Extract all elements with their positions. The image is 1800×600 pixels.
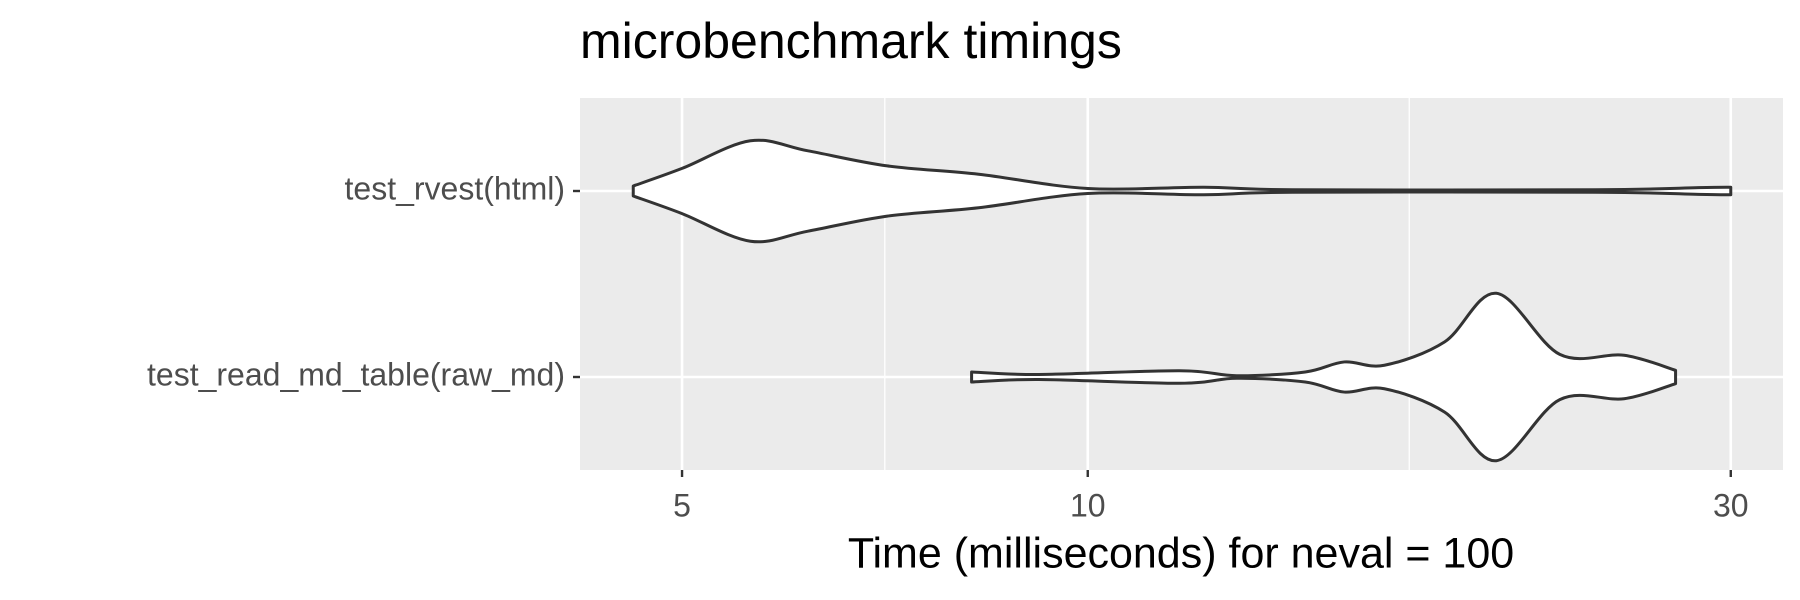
violin bbox=[970, 291, 1678, 463]
x-tick-label: 5 bbox=[673, 487, 691, 523]
y-tick-label: test_read_md_table(raw_md) bbox=[147, 356, 565, 392]
chart-title: microbenchmark timings bbox=[580, 13, 1122, 69]
violin bbox=[631, 138, 1733, 244]
x-axis-title: Time (milliseconds) for neval = 100 bbox=[848, 529, 1514, 577]
y-tick-label: test_rvest(html) bbox=[345, 170, 565, 206]
x-tick-label: 30 bbox=[1713, 487, 1749, 523]
x-tick-label: 10 bbox=[1070, 487, 1106, 523]
